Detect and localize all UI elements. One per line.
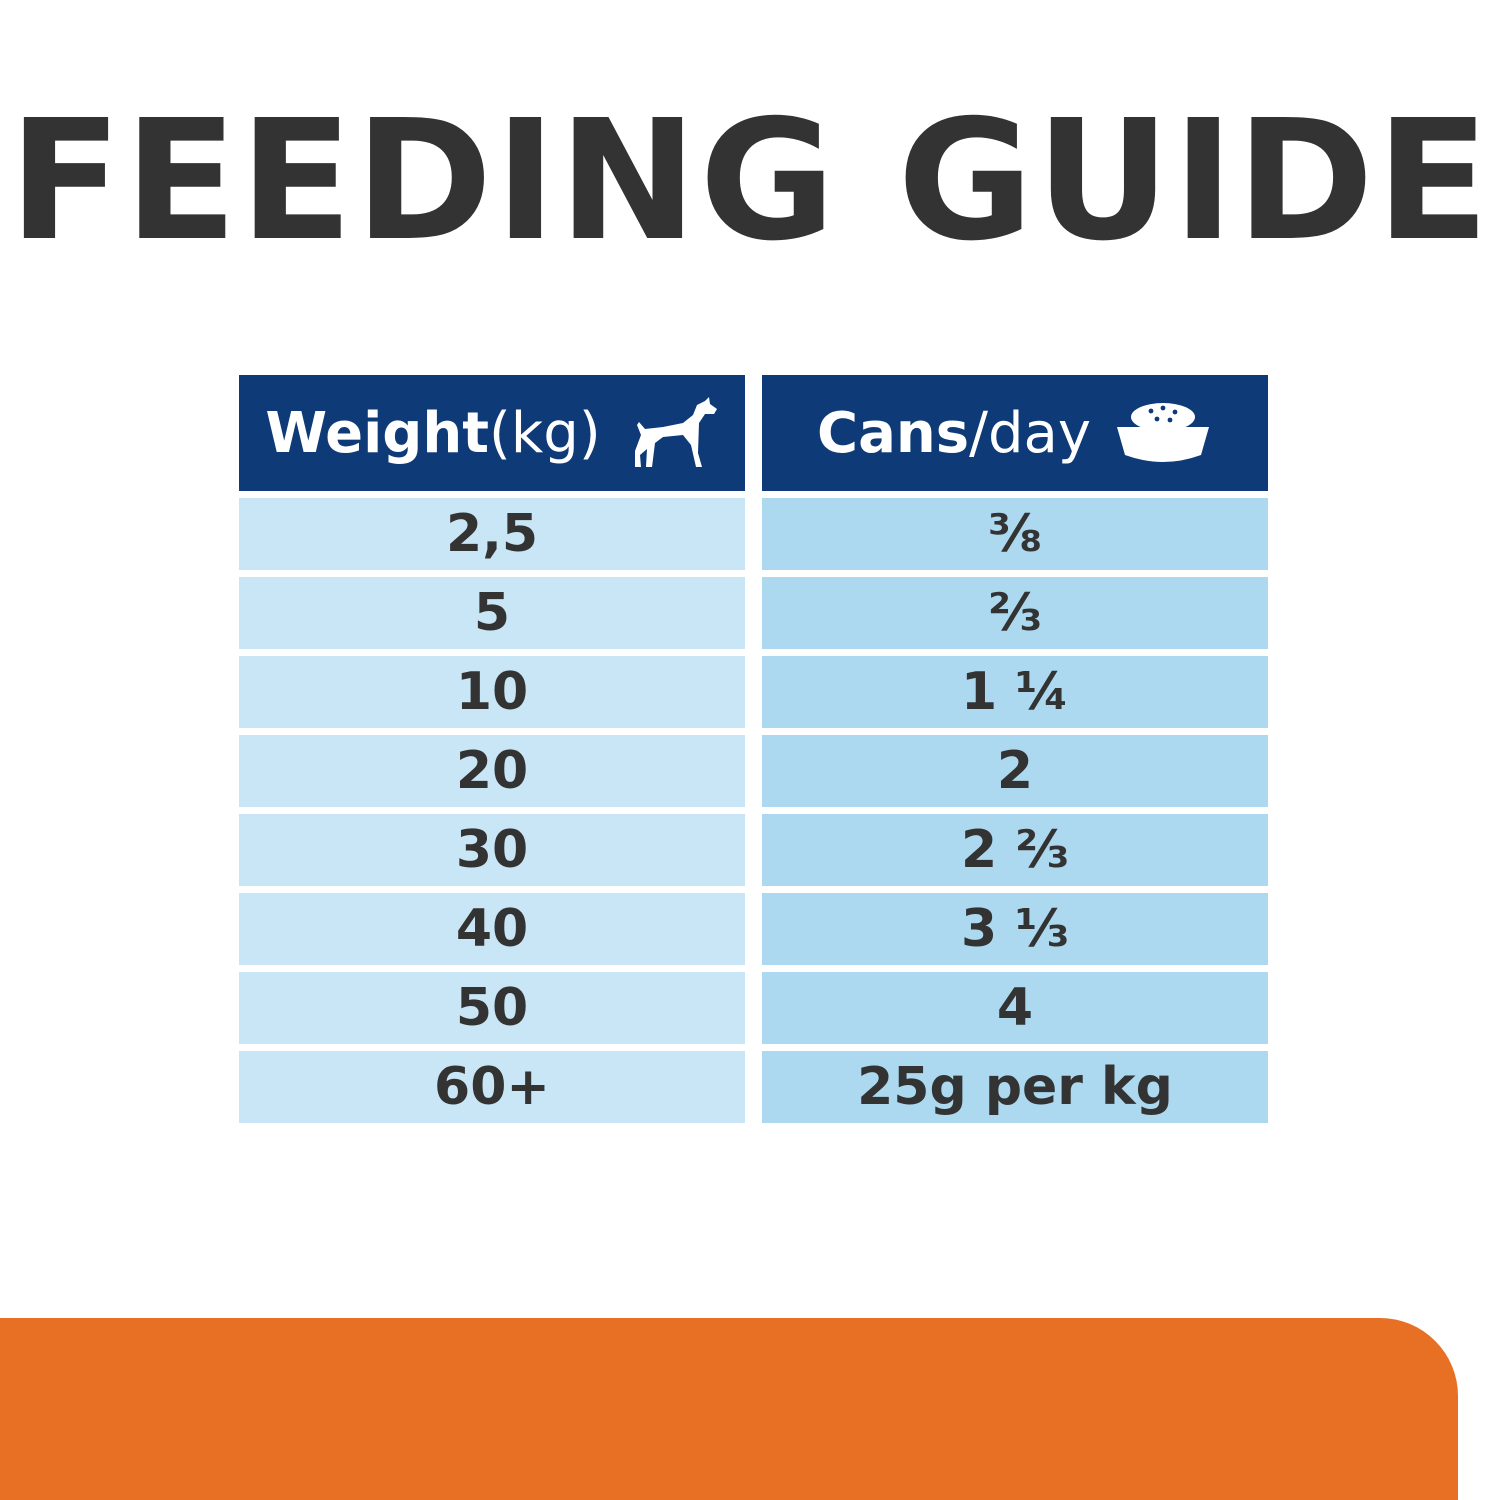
table-row: 1 ¼ xyxy=(762,656,1268,728)
cans-header-label: Cans xyxy=(817,400,970,466)
food-bowl-icon xyxy=(1116,403,1209,462)
table-row: 3 ⅓ xyxy=(762,893,1268,965)
table-row: 50 xyxy=(239,972,745,1044)
page-title: FEEDING GUIDE xyxy=(8,85,1492,278)
table-row: 2 ⅔ xyxy=(762,814,1268,886)
cans-column: Cans/day ⅜ ⅔ 1 ¼ 2 2 ⅔ 3 ⅓ 4 25g per kg xyxy=(762,375,1268,1123)
table-row: 10 xyxy=(239,656,745,728)
weight-header-unit: (kg) xyxy=(489,400,601,466)
table-row: ⅜ xyxy=(762,498,1268,570)
cans-header: Cans/day xyxy=(762,375,1268,491)
weight-column: Weight (kg) 2,5 5 10 20 30 40 50 60+ xyxy=(239,375,745,1123)
cans-header-unit: /day xyxy=(969,400,1091,466)
table-row: 5 xyxy=(239,577,745,649)
table-row: 20 xyxy=(239,735,745,807)
table-row: 60+ xyxy=(239,1051,745,1123)
table-row: 40 xyxy=(239,893,745,965)
weight-header: Weight (kg) xyxy=(239,375,745,491)
table-row: 25g per kg xyxy=(762,1051,1268,1123)
table-row: 30 xyxy=(239,814,745,886)
table-row: 4 xyxy=(762,972,1268,1044)
dog-icon xyxy=(634,397,717,467)
table-row: 2 xyxy=(762,735,1268,807)
table-row: ⅔ xyxy=(762,577,1268,649)
footer-band xyxy=(0,1318,1458,1500)
table-row: 2,5 xyxy=(239,498,745,570)
weight-header-label: Weight xyxy=(265,400,489,466)
